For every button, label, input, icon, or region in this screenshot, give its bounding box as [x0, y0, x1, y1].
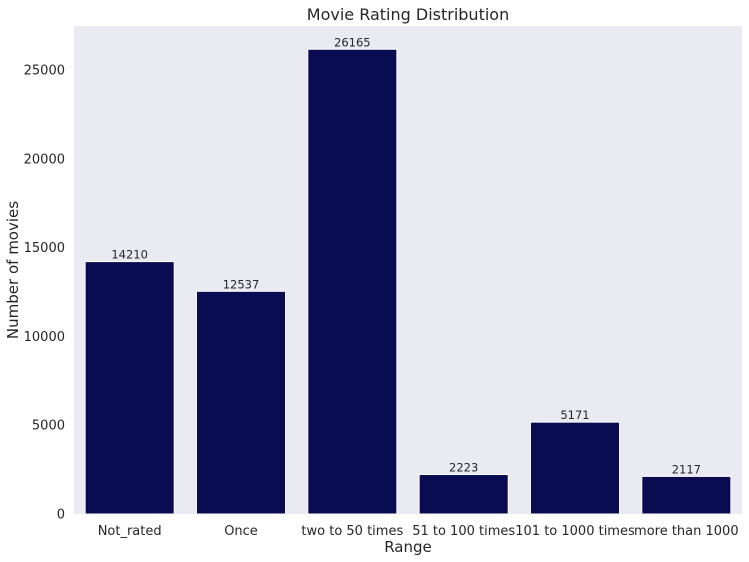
data-label-5: 2117 — [672, 462, 701, 476]
x-tick-label-4: 101 to 1000 times — [515, 524, 635, 539]
y-tick-label-1: 5000 — [32, 419, 65, 434]
y-tick-label-4: 20000 — [24, 152, 65, 167]
plot-area — [74, 26, 742, 514]
chart-title: Movie Rating Distribution — [307, 5, 509, 24]
data-label-0: 14210 — [111, 248, 148, 262]
data-label-4: 5171 — [560, 408, 589, 422]
bar-5 — [641, 475, 732, 515]
data-label-3: 2223 — [449, 461, 478, 475]
data-labels-group: 14210 12537 26165 2223 5171 2117 — [111, 35, 701, 476]
bar-4 — [529, 421, 621, 515]
bar-0 — [84, 261, 175, 515]
bar-2 — [307, 48, 398, 515]
y-tick-label-0: 0 — [57, 508, 65, 523]
y-axis-label: Number of movies — [4, 201, 22, 339]
x-tick-labels: Not_rated Once two to 50 times 51 to 100 ti… — [98, 524, 739, 539]
data-label-2: 26165 — [334, 35, 371, 49]
y-tick-label-3: 15000 — [24, 241, 65, 256]
x-axis-label: Range — [384, 538, 432, 556]
y-tick-labels: 0 5000 10000 15000 20000 25000 — [24, 63, 65, 522]
x-tick-label-5: more than 1000 — [634, 524, 739, 539]
bar-1 — [195, 290, 287, 515]
y-tick-label-5: 25000 — [24, 63, 65, 78]
bars-group — [84, 48, 732, 515]
x-tick-label-2: two to 50 times — [301, 524, 403, 539]
x-tick-label-3: 51 to 100 times — [412, 524, 515, 539]
x-tick-label-0: Not_rated — [98, 524, 162, 539]
y-tick-label-2: 10000 — [24, 330, 65, 345]
bar-3 — [418, 474, 509, 515]
x-tick-label-1: Once — [224, 524, 258, 539]
data-label-1: 12537 — [223, 277, 260, 291]
